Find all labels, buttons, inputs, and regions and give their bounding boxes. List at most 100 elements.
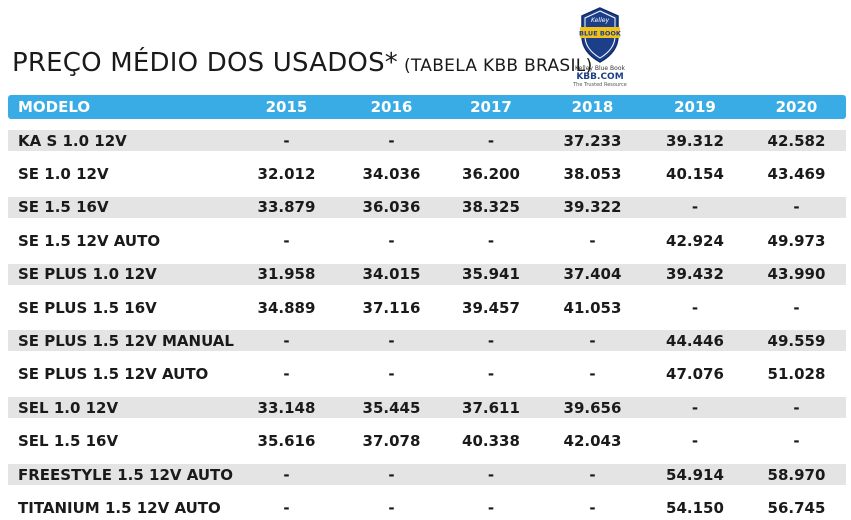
- price-cell: 34.889: [257, 298, 316, 317]
- price-cell: 37.233: [563, 131, 622, 150]
- price-cell: 39.656: [563, 398, 622, 417]
- price-cell: 35.616: [257, 432, 316, 451]
- price-cell: 36.036: [362, 198, 421, 217]
- price-cell: 35.941: [462, 265, 520, 284]
- model-cell: KA S 1.0 12V: [18, 131, 127, 150]
- header-model: MODELO: [18, 98, 91, 116]
- price-cell: 51.028: [767, 365, 826, 384]
- price-cell: -: [487, 131, 495, 150]
- price-cell: 58.970: [767, 465, 826, 484]
- price-cell: 39.322: [563, 198, 622, 217]
- price-cell: 42.924: [666, 231, 724, 250]
- price-cell: -: [283, 231, 290, 250]
- table-row: FREESTYLE 1.5 12V AUTO - - - - 54.914 58.970: [8, 458, 846, 491]
- price-cell: -: [589, 365, 596, 384]
- price-cell: 39.432: [666, 265, 724, 284]
- price-cell: -: [283, 131, 290, 150]
- header-year: 2016: [370, 98, 413, 116]
- kbb-badge-icon: Kelley BLUE BOOK: [579, 7, 622, 63]
- model-cell: SE 1.5 16V: [18, 198, 109, 217]
- price-cell: 47.076: [666, 365, 724, 384]
- price-cell: 39.457: [462, 298, 520, 317]
- price-cell: -: [793, 432, 800, 451]
- kbb-logo: Kelley BLUE BOOK Kelley Blue Book KBB.CO…: [572, 6, 628, 92]
- price-cell: 40.338: [462, 432, 520, 451]
- price-cell: -: [691, 432, 699, 451]
- price-cell: -: [691, 398, 699, 417]
- price-cell: -: [691, 198, 699, 217]
- price-cell: 32.012: [257, 165, 316, 184]
- price-cell: 56.745: [767, 498, 826, 517]
- price-cell: 37.116: [362, 298, 421, 317]
- price-cell: 37.611: [462, 398, 520, 417]
- model-cell: SEL 1.0 12V: [18, 398, 119, 417]
- table-row: SE PLUS 1.5 16V 34.889 37.116 39.457 41.053 -…: [8, 291, 846, 324]
- row-band: [8, 263, 846, 285]
- price-cell: -: [589, 498, 596, 517]
- price-cell: -: [487, 465, 495, 484]
- model-cell: SE 1.5 12V AUTO: [18, 231, 161, 250]
- price-cell: -: [388, 365, 395, 384]
- table-row: TITANIUM 1.5 12V AUTO - - - - 54.150 56.745: [8, 491, 846, 520]
- price-cell: -: [487, 231, 495, 250]
- model-cell: SE PLUS 1.5 16V: [18, 298, 157, 317]
- price-cell: 37.404: [563, 265, 622, 284]
- header-year: 2017: [470, 98, 512, 116]
- price-table: MODELO 2015 2016 2017 2018 2019 2020 KA …: [8, 95, 846, 520]
- badge-mid-text: BLUE BOOK: [579, 30, 622, 38]
- price-cell: -: [283, 332, 290, 351]
- price-cell: 38.053: [563, 165, 622, 184]
- table-row: SE PLUS 1.0 12V 31.958 34.015 35.941 37.404 3…: [8, 258, 846, 291]
- table-row: SE PLUS 1.5 12V MANUAL - - - - 44.446 49.559: [8, 324, 846, 357]
- table-row: SE 1.5 12V AUTO - - - - 42.924 49.973: [8, 224, 846, 257]
- price-cell: 38.325: [462, 198, 520, 217]
- logo-site: KBB.COM: [576, 72, 624, 82]
- table-row: SE 1.5 16V 33.879 36.036 38.325 39.322 - -: [8, 191, 846, 224]
- header-year: 2019: [674, 98, 716, 116]
- table-row: SE PLUS 1.5 12V AUTO - - - - 47.076 51.028: [8, 358, 846, 391]
- price-cell: 44.446: [666, 332, 724, 351]
- price-cell: -: [793, 298, 800, 317]
- table-body: KA S 1.0 12V - - - 37.233 39.312 42.582 SE 1.0 …: [8, 124, 846, 520]
- price-cell: 43.990: [767, 265, 826, 284]
- row-band: [8, 196, 846, 218]
- price-cell: 41.053: [563, 298, 622, 317]
- table-header-row: MODELO 2015 2016 2017 2018 2019 2020: [8, 95, 846, 119]
- price-cell: 37.078: [362, 432, 421, 451]
- row-band: [8, 330, 846, 352]
- table-row: SEL 1.0 12V 33.148 35.445 37.611 39.656 - -: [8, 391, 846, 424]
- price-cell: -: [487, 365, 495, 384]
- price-cell: 42.043: [563, 432, 622, 451]
- header-year: 2018: [571, 98, 614, 116]
- price-cell: 54.914: [666, 465, 724, 484]
- price-cell: 31.958: [257, 265, 316, 284]
- price-cell: -: [388, 231, 395, 250]
- price-cell: 40.154: [666, 165, 724, 184]
- price-cell: -: [589, 332, 596, 351]
- price-cell: -: [589, 231, 596, 250]
- model-cell: SEL 1.5 16V: [18, 432, 119, 451]
- price-cell: -: [793, 198, 800, 217]
- header-year: 2015: [265, 98, 308, 116]
- title-source: (TABELA KBB BRASIL): [403, 56, 593, 76]
- page-title: PREÇO MÉDIO DOS USADOS* (TABELA KBB BRASI…: [12, 48, 593, 78]
- price-cell: 49.559: [767, 332, 826, 351]
- table-row: SEL 1.5 16V 35.616 37.078 40.338 42.043 - -: [8, 425, 846, 458]
- table-row: SE 1.0 12V 32.012 34.036 36.200 38.053 40.154…: [8, 157, 846, 190]
- price-cell: -: [283, 465, 290, 484]
- price-cell: -: [388, 131, 395, 150]
- price-cell: -: [388, 332, 395, 351]
- price-cell: 34.036: [362, 165, 421, 184]
- model-cell: SE 1.0 12V: [18, 165, 109, 184]
- row-band: [8, 130, 846, 151]
- price-cell: -: [691, 298, 699, 317]
- model-cell: SE PLUS 1.5 12V MANUAL: [18, 332, 234, 351]
- logo-brand-line: Kelley Blue Book: [575, 65, 625, 72]
- model-cell: SE PLUS 1.5 12V AUTO: [18, 365, 209, 384]
- price-cell: 49.973: [767, 231, 826, 250]
- price-cell: -: [487, 332, 495, 351]
- price-cell: 42.582: [767, 131, 826, 150]
- price-cell: 34.015: [362, 265, 421, 284]
- price-cell: -: [793, 398, 800, 417]
